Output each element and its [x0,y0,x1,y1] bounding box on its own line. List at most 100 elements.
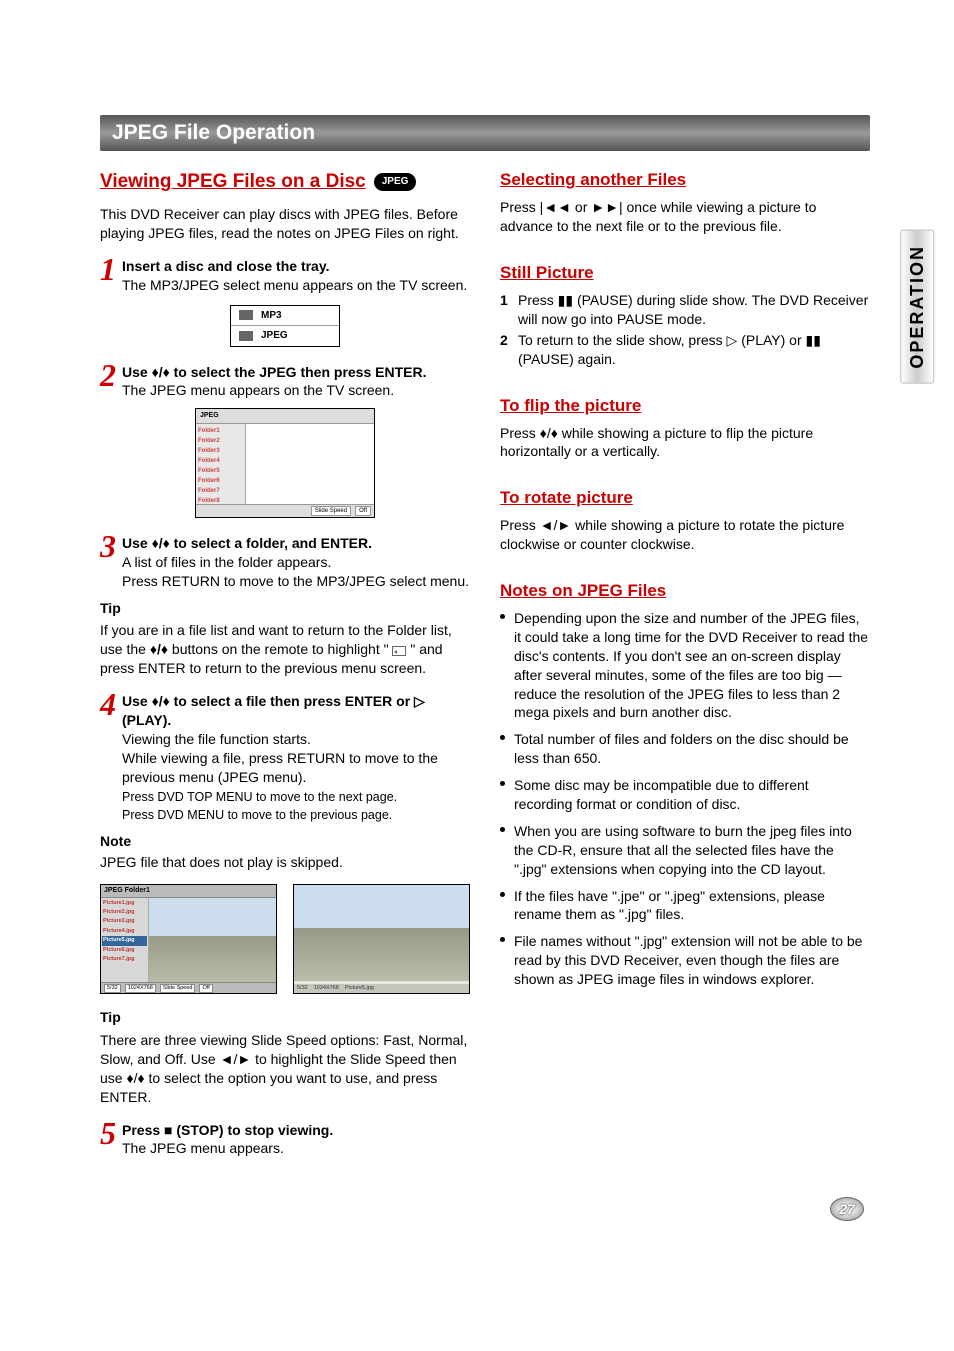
intro-paragraph: This DVD Receiver can play discs with JP… [100,205,470,243]
slide-speed-value: Off [355,506,371,516]
footer-resolution: 1024X768 [125,984,156,993]
section-title-bar: JPEG File Operation [100,115,870,151]
footer-slide-label: Slide Speed [160,984,196,993]
step2-bold: Use ♦/♦ to select the JPEG then press EN… [122,364,427,380]
mp3-jpeg-menu: MP3 JPEG [230,305,340,347]
step-5: 5 Press ■ (STOP) to stop viewing. The JP… [100,1119,470,1159]
tip2-text: There are three viewing Slide Speed opti… [100,1031,470,1107]
list-number: 2 [500,331,512,369]
folder-item: Folder1 [198,426,243,436]
list-number: 1 [500,291,512,329]
sec3-text: Press ♦/♦ while showing a picture to fli… [500,424,870,462]
file-item: Picture6.jpg [102,946,147,955]
sec5-heading: Notes on JPEG Files [500,580,870,603]
step2-text: The JPEG menu appears on the TV screen. [122,382,394,398]
sec1-text: Press |◄◄ or ►►| once while viewing a pi… [500,198,870,236]
bullet-text: If the files have ".jpe" or ".jpeg" exte… [514,887,870,925]
left-heading: Viewing JPEG Files on a Disc [100,169,366,195]
sec1-heading: Selecting another Files [500,169,870,192]
bullet-icon [500,822,506,832]
bullet-icon [500,609,506,619]
sec3-heading: To flip the picture [500,395,870,418]
step4-text4: Press DVD MENU to move to the previous p… [122,808,392,822]
step-number-icon: 5 [100,1119,116,1148]
list-text: To return to the slide show, press ▷ (PL… [518,331,870,369]
fullscreen-image [294,885,469,981]
bullet-icon [500,932,506,942]
left-column: Viewing JPEG Files on a Disc JPEG This D… [100,169,470,1166]
step-number-icon: 3 [100,532,116,561]
file-item: Picture7.jpg [102,955,147,964]
file-item: Picture2.jpg [102,908,147,917]
step-2: 2 Use ♦/♦ to select the JPEG then press … [100,361,470,401]
footer-slide-value: Off [199,984,212,993]
folder-item: Folder3 [198,446,243,456]
menu-row1: MP3 [261,309,282,323]
bullet-icon [500,887,506,897]
step-number-icon: 1 [100,255,116,284]
right-column: Selecting another Files Press |◄◄ or ►►|… [500,169,870,1166]
step-number-icon: 4 [100,690,116,719]
sec5-bullets: Depending upon the size and number of th… [500,609,870,989]
screenshot-fullscreen: 5/32 1024X768 Picture5.jpg [293,884,470,994]
step-number-icon: 2 [100,361,116,390]
file-item: Picture1.jpg [102,899,147,908]
footer-count: 5/32 [297,985,308,992]
folder-item: Folder4 [198,456,243,466]
step1-text: The MP3/JPEG select menu appears on the … [122,277,467,293]
tip1-text: If you are in a file list and want to re… [100,621,470,678]
step-3: 3 Use ♦/♦ to select a folder, and ENTER.… [100,532,470,591]
music-note-icon [239,310,253,320]
page-number: 27 [830,1197,864,1221]
screenshot-row: JPEG Folder1 Picture1.jpg Picture2.jpg P… [100,884,470,994]
file-item: Picture3.jpg [102,917,147,926]
bullet-text: Depending upon the size and number of th… [514,609,870,722]
shot-title: JPEG Folder1 [101,885,276,897]
screen-title: JPEG [196,409,374,423]
file-list: Picture1.jpg Picture2.jpg Picture3.jpg P… [101,898,149,982]
file-item-selected: Picture5.jpg [102,936,147,945]
step3-text1: A list of files in the folder appears. [122,554,331,570]
step5-bold: Press ■ (STOP) to stop viewing. [122,1122,333,1138]
bullet-text: Some disc may be incompatible due to dif… [514,776,870,814]
folder-item: Folder8 [198,496,243,506]
sec4-text: Press ◄/► while showing a picture to rot… [500,516,870,554]
folder-item: Folder7 [198,486,243,496]
folder-item: Folder6 [198,476,243,486]
preview-thumbnail [149,898,276,982]
tip1-label: Tip [100,599,470,618]
bullet-icon [500,776,506,786]
bullet-text: File names without ".jpg" extension will… [514,932,870,989]
step3-bold: Use ♦/♦ to select a folder, and ENTER. [122,535,372,551]
image-icon [239,331,253,341]
slide-speed-label: Slide Speed [311,506,351,516]
step-1: 1 Insert a disc and close the tray. The … [100,255,470,295]
tip2-label: Tip [100,1008,470,1027]
step4-text1: Viewing the file function starts. [122,731,311,747]
menu-row2: JPEG [261,329,288,343]
step3-text2: Press RETURN to move to the MP3/JPEG sel… [122,573,469,589]
note-label: Note [100,832,470,851]
footer-count: 5/32 [104,984,121,993]
folder-item: Folder2 [198,436,243,446]
bullet-text: Total number of files and folders on the… [514,730,870,768]
file-item: Picture4.jpg [102,927,147,936]
step-4: 4 Use ♦/♦ to select a file then press EN… [100,690,470,824]
side-tab: OPERATION [900,230,934,384]
bullet-text: When you are using software to burn the … [514,822,870,879]
return-icon [392,646,406,656]
page-content: JPEG File Operation Viewing JPEG Files o… [100,115,870,1166]
step4-bold: Use ♦/♦ to select a file then press ENTE… [122,693,425,728]
jpeg-folder-screen: JPEG Folder1 Folder2 Folder3 Folder4 Fol… [195,408,375,518]
jpeg-badge: JPEG [374,173,417,191]
sec2-list: 1Press ▮▮ (PAUSE) during slide show. The… [500,291,870,369]
step4-text2: While viewing a file, press RETURN to mo… [122,750,438,785]
preview-area [246,424,374,504]
folder-list: Folder1 Folder2 Folder3 Folder4 Folder5 … [196,424,246,504]
bullet-icon [500,730,506,740]
note-text: JPEG file that does not play is skipped. [100,853,470,872]
list-text: Press ▮▮ (PAUSE) during slide show. The … [518,291,870,329]
sec4-heading: To rotate picture [500,487,870,510]
step1-bold: Insert a disc and close the tray. [122,258,329,274]
screenshot-list: JPEG Folder1 Picture1.jpg Picture2.jpg P… [100,884,277,994]
